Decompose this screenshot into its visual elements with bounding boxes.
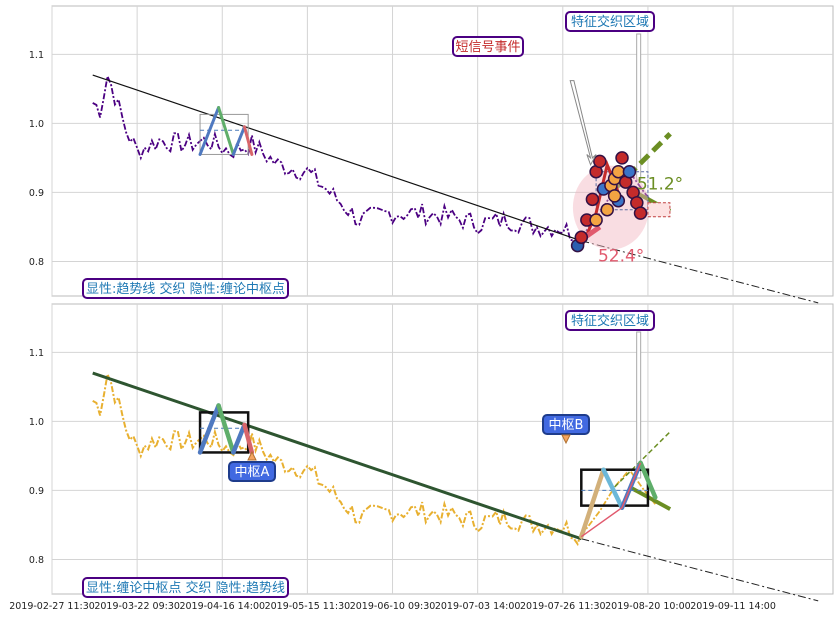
angle-label-down: 52.4° <box>598 246 644 266</box>
zigzag-b-segment <box>579 467 606 539</box>
y-tick-label: 0.8 <box>29 257 44 268</box>
pivot-zone-b-box <box>580 468 650 507</box>
feature-zone-pointer <box>636 331 642 479</box>
y-tick-label: 1.1 <box>29 50 44 61</box>
x-tick-label: 2019-03-22 09:30 <box>94 601 180 612</box>
short-signal-arrow <box>569 80 597 167</box>
angle-label-up: 51.2° <box>637 174 683 194</box>
zigzag-a-segment <box>242 422 255 455</box>
x-tick-label: 2019-08-20 10:00 <box>605 601 691 612</box>
feature-zone-label-box <box>565 11 655 32</box>
bottom-panel-caption-box <box>82 577 289 598</box>
feature-zone-pointer <box>636 33 642 181</box>
pivot-b-arrow <box>561 434 571 445</box>
event-marker <box>585 192 600 207</box>
feature-zone-label: 特征交织区域 <box>571 14 649 30</box>
zigzag-a-segment <box>217 106 235 156</box>
event-marker <box>607 189 622 203</box>
pivot-b-thin-path <box>580 462 642 538</box>
trend-line <box>92 74 582 242</box>
event-marker <box>611 164 626 179</box>
zigzag-a-segment <box>231 125 246 156</box>
green-descending-segment <box>628 485 672 511</box>
x-tick-label: 2019-04-16 14:00 <box>179 601 265 612</box>
trend-projection-line <box>581 538 819 602</box>
pivot-a-arrow <box>247 450 257 461</box>
event-marker <box>622 164 637 179</box>
zigzag-a-segment <box>231 422 247 455</box>
y-tick-label: 1.0 <box>29 119 44 130</box>
short-signal-label: 短信号事件 <box>455 40 520 55</box>
y-tick-label: 0.9 <box>29 486 44 497</box>
feature-zone-tail-box <box>647 202 671 218</box>
event-marker <box>574 230 589 245</box>
event-marker <box>600 202 614 217</box>
pivot-b-label-box <box>542 414 590 435</box>
price-series-line <box>92 370 583 547</box>
green-projection-line <box>612 131 672 191</box>
short-signal-label-box <box>452 36 524 57</box>
y-tick-label: 0.8 <box>29 555 44 566</box>
event-marker <box>633 206 648 220</box>
price-series-tail <box>580 468 657 536</box>
x-axis: 2019-02-27 11:30 2019-03-22 09:30 2019-04-… <box>9 601 776 612</box>
event-marker <box>593 154 607 169</box>
x-tick-label: 2019-07-26 11:30 <box>520 601 606 612</box>
x-tick-label: 2019-05-15 11:30 <box>265 601 351 612</box>
zigzag-b-segment <box>601 467 625 510</box>
y-tick-label: 0.9 <box>29 188 44 199</box>
x-tick-label: 2019-07-03 14:00 <box>435 601 521 612</box>
trend-projection-line <box>581 240 819 304</box>
zigzag-a-segment <box>216 403 236 455</box>
top-chart-panel: 0.8 0.9 1.0 1.1 51.2° 52.4° 短信号事件 特征交织区域显性:趋势线 … <box>29 5 834 304</box>
y-tick-label: 1.1 <box>29 348 44 359</box>
event-marker <box>615 151 629 165</box>
y-tick-label: 1.0 <box>29 417 44 428</box>
pivot-a-label: 中枢A <box>235 465 270 480</box>
price-series-line <box>92 72 583 248</box>
bottom-panel-caption: 显性:缠论中枢点 交织 隐性:趋势线 <box>86 580 285 596</box>
zigzag-a-segment <box>242 125 254 156</box>
pivot-zone-a-box <box>199 113 249 155</box>
x-tick-label: 2019-06-10 09:30 <box>350 601 436 612</box>
zigzag-b-segment <box>638 460 658 500</box>
zigzag-a-segment <box>198 106 221 156</box>
x-tick-label: 2019-02-27 11:30 <box>9 601 95 612</box>
feature-zone-label-bottom: 特征交织区域 <box>571 313 649 329</box>
feature-zone-label-bottom-box <box>565 310 655 331</box>
pivot-b-label: 中枢B <box>549 418 584 433</box>
top-panel-caption-box <box>82 278 289 299</box>
event-marker <box>589 213 603 227</box>
zigzag-a-segment <box>197 403 221 455</box>
x-tick-label: 2019-09-11 14:00 <box>690 601 776 612</box>
top-panel-caption: 显性:趋势线 交织 隐性:缠论中枢点 <box>86 281 285 297</box>
pivot-a-label-box <box>228 461 276 482</box>
trend-line <box>92 371 582 541</box>
green-projection-line <box>614 431 671 488</box>
